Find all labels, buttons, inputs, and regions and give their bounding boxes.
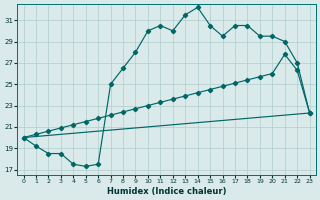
X-axis label: Humidex (Indice chaleur): Humidex (Indice chaleur)	[107, 187, 226, 196]
